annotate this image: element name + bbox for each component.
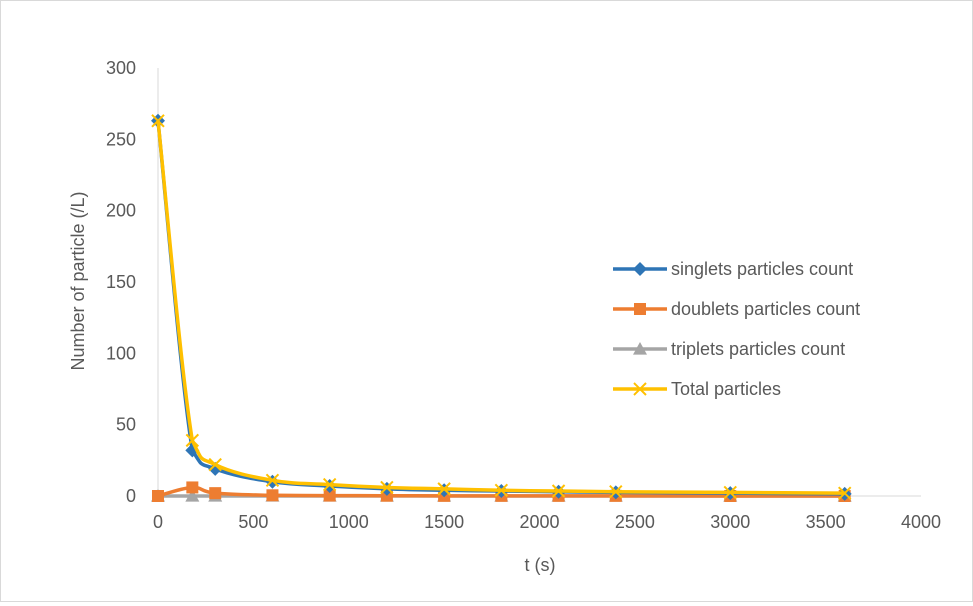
legend-total-particles-point — [633, 382, 647, 396]
x-tick-label: 0 — [153, 512, 163, 532]
x-axis-label: t (s) — [525, 555, 556, 575]
x-tick-label: 1000 — [329, 512, 369, 532]
legend-label: doublets particles count — [671, 299, 860, 319]
y-tick-label: 50 — [116, 415, 136, 435]
total-particles-point — [723, 485, 737, 500]
legend-entry-total-particles: Total particles — [613, 379, 781, 399]
series-total-particles — [151, 114, 852, 500]
y-tick-label: 0 — [126, 486, 136, 506]
triplets-particles-count-point — [185, 489, 200, 502]
series-layer — [151, 113, 852, 502]
legend-singlets-particles-count-point — [633, 262, 647, 276]
y-tick-label: 250 — [106, 129, 136, 149]
total-particles-point — [151, 114, 165, 128]
x-tick-label: 1500 — [424, 512, 464, 532]
y-tick-label: 200 — [106, 201, 136, 221]
y-axis-label: Number of particle (/L) — [68, 191, 88, 370]
y-tick-label: 150 — [106, 272, 136, 292]
total-particles-point — [208, 457, 222, 472]
total-particles-point — [609, 485, 623, 499]
legend-entry-triplets-particles-count: triplets particles count — [613, 339, 845, 359]
axes: 0 500 1000 1500 2000 2500 3000 3500 4000 0 50 100 15… — [106, 58, 941, 532]
x-tick-label: 4000 — [901, 512, 941, 532]
y-tick-label: 100 — [106, 343, 136, 363]
total-particles-point — [322, 477, 337, 492]
x-tick-label: 2000 — [519, 512, 559, 532]
total-particles-point — [837, 486, 852, 500]
legend-label: singlets particles count — [671, 259, 853, 279]
y-tick-label: 300 — [106, 58, 136, 78]
x-tick-label: 3500 — [806, 512, 846, 532]
doublets-particles-count-point — [152, 490, 164, 502]
legend-label: Total particles — [671, 379, 781, 399]
total-particles-point — [437, 482, 451, 496]
legend-triplets-particles-count-point — [633, 342, 647, 355]
x-tick-label: 500 — [238, 512, 268, 532]
x-tick-label: 2500 — [615, 512, 655, 532]
total-particles-point — [185, 433, 200, 448]
legend: singlets particles count doublets particl… — [613, 259, 860, 399]
doublets-particles-count-point — [323, 489, 336, 502]
legend-entry-doublets-particles-count: doublets particles count — [613, 299, 860, 319]
legend-label: triplets particles count — [671, 339, 845, 359]
total-particles-point — [380, 480, 394, 495]
legend-entry-singlets-particles-count: singlets particles count — [613, 259, 853, 279]
x-tick-label: 3000 — [710, 512, 750, 532]
doublets-particles-count-point — [186, 481, 199, 494]
doublets-particles-count-point — [266, 489, 279, 502]
total-particles-point — [265, 473, 280, 488]
total-particles-point — [494, 483, 509, 498]
total-particles-point — [551, 484, 566, 498]
doublets-particles-count-point — [209, 487, 222, 500]
legend-doublets-particles-count-point — [634, 303, 646, 315]
